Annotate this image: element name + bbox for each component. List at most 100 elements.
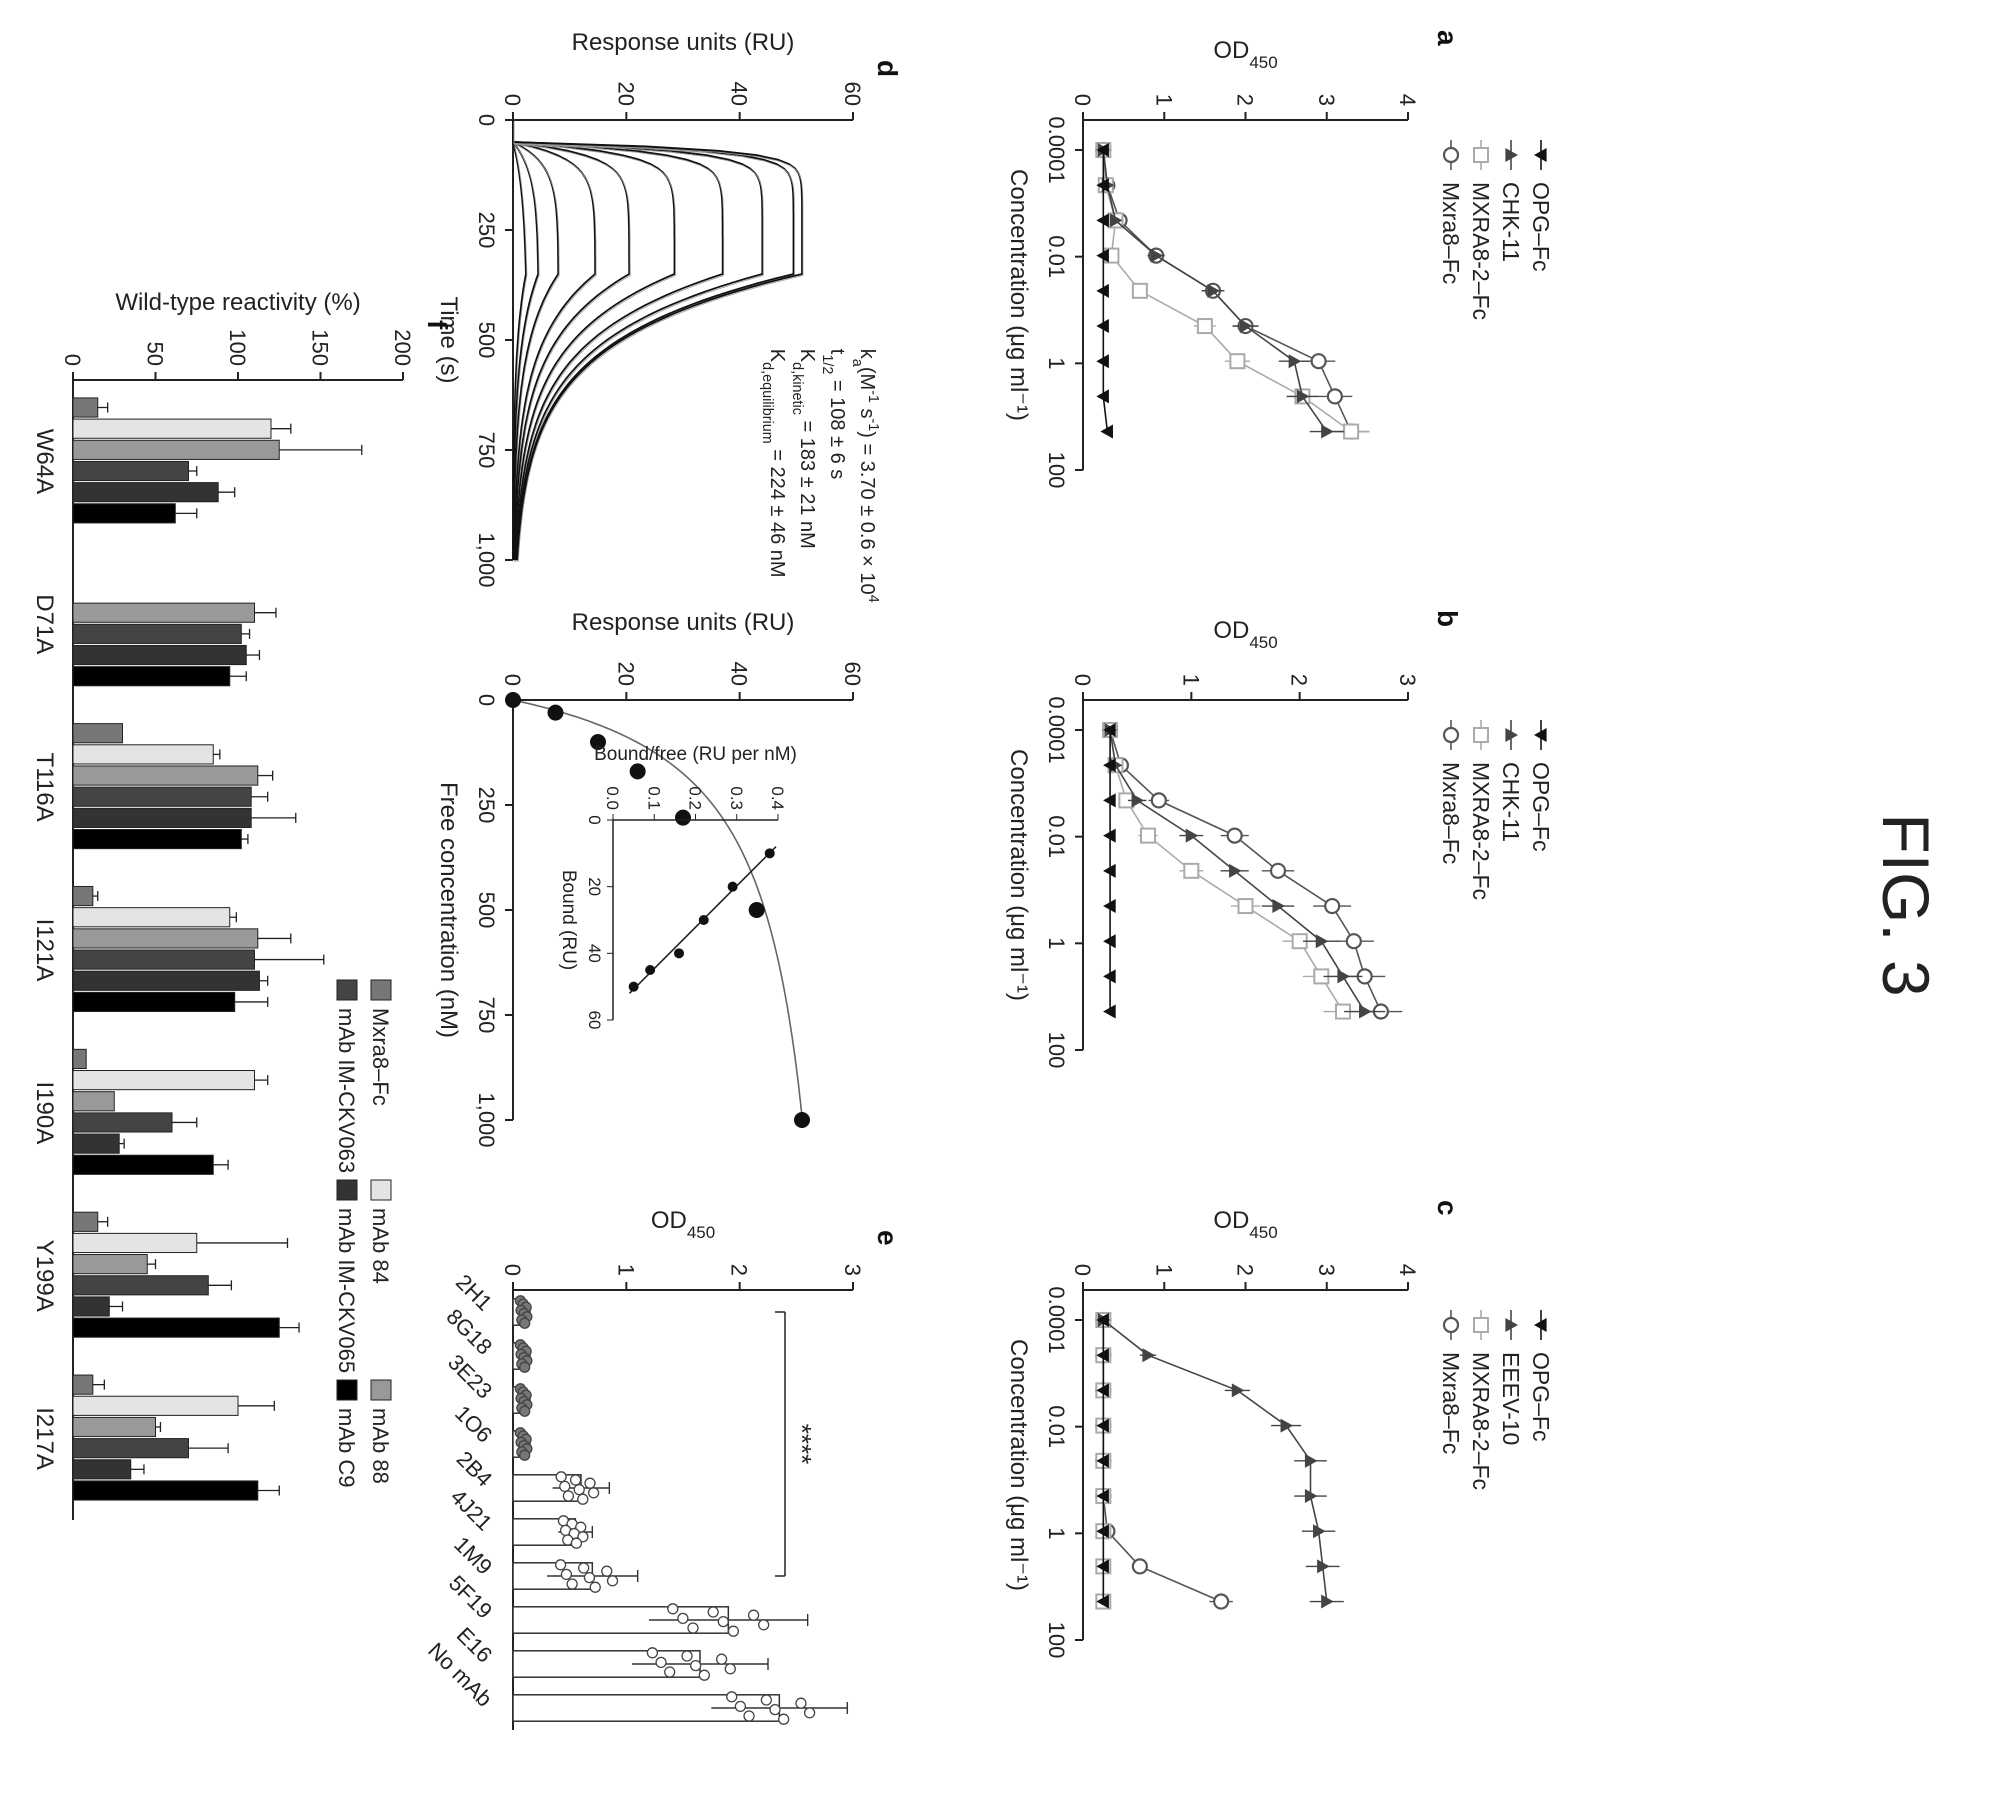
x-tick-label: 100 [1044, 1622, 1069, 1659]
bar [72, 1480, 259, 1501]
x-tick-label: 750 [474, 432, 499, 469]
data-point [1280, 1418, 1294, 1433]
data-point [1313, 1524, 1326, 1539]
data-point [1304, 1453, 1318, 1468]
x-tick-label: 750 [474, 997, 499, 1034]
data-point [559, 1480, 571, 1493]
data-point [587, 1487, 600, 1499]
x-tick-label: 2B4 [452, 1446, 497, 1491]
y-tick-label: 0 [500, 674, 525, 686]
y-tick-label: 0 [1070, 674, 1095, 686]
data-point [1096, 1383, 1109, 1398]
x-tick-label: 4J21 [446, 1484, 497, 1535]
data-point [1096, 213, 1109, 228]
y-axis-label: OD450 [651, 1207, 715, 1242]
legend-label: mAb 84 [368, 1208, 393, 1284]
inset-data-point [645, 965, 656, 975]
bar [72, 1048, 87, 1070]
inset-y-tick-label: 0.2 [686, 786, 705, 810]
data-point [760, 1694, 773, 1706]
data-point [519, 1317, 531, 1329]
panel-label-e: e [872, 1230, 903, 1246]
data-point [747, 1609, 760, 1621]
data-point [519, 1405, 531, 1417]
data-point [1231, 1383, 1245, 1398]
inset-x-axis-label: Bound (RU) [558, 870, 579, 970]
data-point [726, 1691, 738, 1703]
bar [72, 503, 176, 524]
data-point [1317, 1559, 1330, 1574]
data-point [1096, 1524, 1109, 1539]
inset-x-tick-label: 0 [585, 815, 604, 824]
x-tick-label: 1O6 [450, 1400, 497, 1447]
x-tick-label: I121A [31, 919, 58, 982]
x-tick-label: 500 [474, 322, 499, 359]
y-tick-label: 2 [1287, 674, 1312, 686]
y-tick-label: 60 [840, 82, 865, 106]
data-point [769, 1703, 781, 1716]
x-tick-label: 500 [474, 892, 499, 929]
y-tick-label: 50 [143, 342, 168, 366]
y-axis-label: OD450 [1213, 617, 1277, 652]
data-point [569, 1474, 582, 1486]
x-tick-label: 250 [474, 212, 499, 249]
bar [72, 1091, 115, 1112]
data-point [1096, 1453, 1109, 1468]
data-point [1321, 424, 1334, 439]
bar [72, 1459, 132, 1480]
y-tick-label: 3 [1314, 1264, 1339, 1276]
data-point [1269, 862, 1287, 879]
x-tick-label: I190A [31, 1081, 58, 1144]
data-point [555, 1471, 567, 1483]
legend-marker [1505, 728, 1518, 742]
x-tick-label: 100 [1044, 452, 1069, 489]
legend-label: MXRA8-2–Fc [1468, 1352, 1494, 1490]
x-tick-label: 100 [1044, 1032, 1069, 1069]
bar [72, 1438, 189, 1459]
data-point [1103, 1004, 1116, 1019]
y-tick-label: 0 [60, 354, 85, 366]
data-point [505, 692, 521, 708]
legend-marker [1534, 728, 1547, 742]
data-point [583, 1571, 596, 1584]
inset-y-tick-label: 0.0 [603, 786, 622, 810]
x-tick-label: 0 [474, 114, 499, 126]
bar [72, 1416, 156, 1438]
y-tick-label: 3 [1395, 674, 1420, 686]
legend-marker [1505, 1318, 1518, 1332]
data-point [667, 1603, 679, 1615]
x-axis-label: Concentration (μg ml⁻¹) [1005, 1339, 1032, 1591]
legend-label: EEEV-10 [1498, 1352, 1524, 1445]
bar [72, 907, 231, 928]
inset-data-point [674, 948, 684, 959]
kinetic-annotation: Kd,kinetic = 183 ± 21 nM [789, 349, 818, 549]
bar [72, 765, 259, 786]
data-point [1326, 388, 1343, 405]
legend-marker [1534, 1318, 1547, 1332]
data-point [1239, 319, 1253, 334]
data-point [1096, 178, 1109, 193]
y-tick-label: 200 [390, 329, 415, 366]
data-point [1103, 793, 1116, 808]
y-axis-label: Wild-type reactivity (%) [115, 289, 360, 316]
data-point [1229, 863, 1242, 878]
bar [72, 970, 260, 991]
legend-swatch [370, 1379, 392, 1401]
bar [72, 1254, 148, 1275]
x-tick-label: 250 [474, 787, 499, 824]
data-point [573, 1483, 585, 1496]
legend-swatch [336, 1379, 358, 1401]
bar [72, 397, 99, 418]
inset-data-point [727, 881, 738, 892]
y-tick-label: 2 [727, 1264, 752, 1276]
data-point [601, 1565, 613, 1577]
data-point [606, 1575, 619, 1587]
data-point [1103, 758, 1116, 773]
y-tick-label: 1 [1178, 674, 1203, 686]
y-tick-label: 2 [1233, 1264, 1258, 1276]
data-point [578, 1562, 590, 1574]
data-point [778, 1713, 790, 1725]
panel-label-a: a [1432, 30, 1463, 46]
bar [72, 949, 255, 970]
bar [72, 807, 252, 828]
